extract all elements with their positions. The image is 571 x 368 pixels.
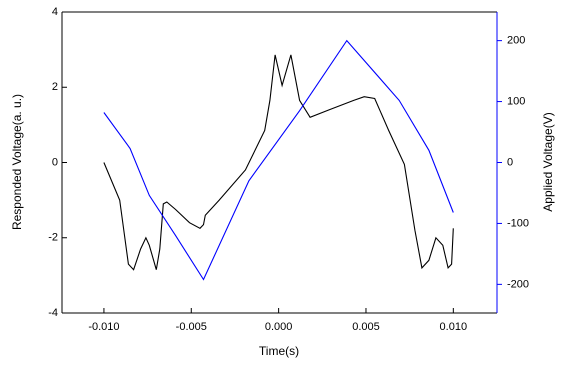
y-tick-label: 4	[52, 6, 58, 18]
y-axis-label: Responded Voltage(a. u.)	[10, 94, 24, 230]
y-tick-label: 0	[52, 156, 58, 168]
y2-tick-label: -200	[507, 278, 529, 290]
data-line	[103, 54, 454, 271]
y2-tick-label: 200	[507, 35, 525, 47]
y-tick-label: -4	[48, 307, 58, 319]
y-tick-label: -2	[48, 232, 58, 244]
x-tick-label: 0.010	[440, 321, 468, 333]
x-tick-label: -0.005	[176, 321, 207, 333]
y-tick-label: 2	[52, 81, 58, 93]
x-axis-label: Time(s)	[259, 344, 299, 358]
y2-axis-label: Applied Voltage(V)	[541, 112, 555, 211]
data-line	[103, 39, 454, 281]
y2-tick-label: -100	[507, 217, 529, 229]
y2-tick-label: 100	[507, 95, 525, 107]
x-tick-label: -0.010	[88, 321, 119, 333]
x-tick-label: 0.005	[352, 321, 380, 333]
x-tick-label: 0.000	[265, 321, 293, 333]
y2-tick-label: 0	[507, 156, 513, 168]
